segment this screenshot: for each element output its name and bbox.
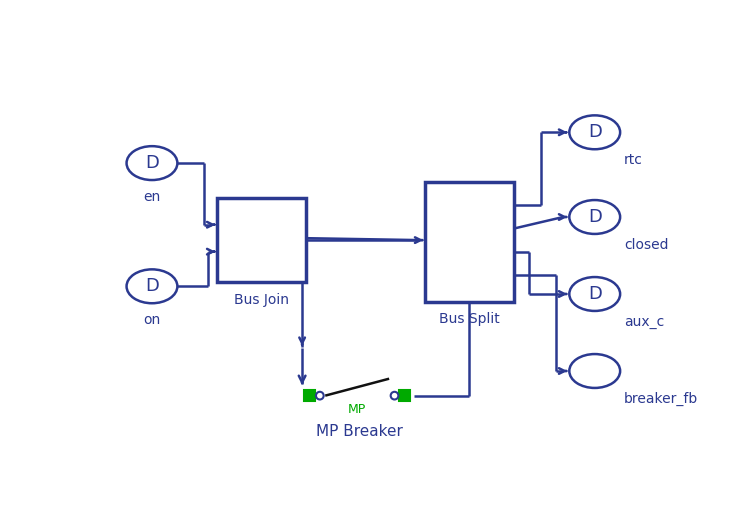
Bar <box>304 390 316 401</box>
Text: D: D <box>145 277 159 295</box>
Text: in1: in1 <box>224 245 243 258</box>
Text: MP Breaker: MP Breaker <box>316 424 403 439</box>
Text: closed: closed <box>624 238 669 252</box>
Ellipse shape <box>126 146 177 180</box>
Ellipse shape <box>391 392 398 400</box>
Ellipse shape <box>316 392 324 400</box>
Text: rtc: rtc <box>624 153 643 167</box>
Text: breaker_fb: breaker_fb <box>624 392 698 406</box>
Text: Bus Join: Bus Join <box>234 293 289 307</box>
Text: D: D <box>145 154 159 172</box>
Text: out2: out2 <box>480 245 508 258</box>
Ellipse shape <box>569 354 620 388</box>
Text: D: D <box>588 208 602 226</box>
Text: MP: MP <box>348 403 367 416</box>
Bar <box>217 198 306 282</box>
Ellipse shape <box>126 269 177 303</box>
Text: aux_c: aux_c <box>624 315 664 329</box>
Text: out1: out1 <box>480 222 508 235</box>
Text: D: D <box>588 123 602 141</box>
Text: in: in <box>224 218 235 231</box>
Text: on: on <box>143 313 160 327</box>
Ellipse shape <box>569 277 620 311</box>
Text: en: en <box>143 190 160 204</box>
Bar <box>399 390 410 401</box>
Text: out: out <box>487 199 508 212</box>
Ellipse shape <box>569 200 620 234</box>
Text: out3: out3 <box>480 268 508 281</box>
Text: D: D <box>588 285 602 303</box>
Text: Bus Split: Bus Split <box>439 312 500 327</box>
Bar <box>426 182 514 302</box>
Ellipse shape <box>569 116 620 149</box>
